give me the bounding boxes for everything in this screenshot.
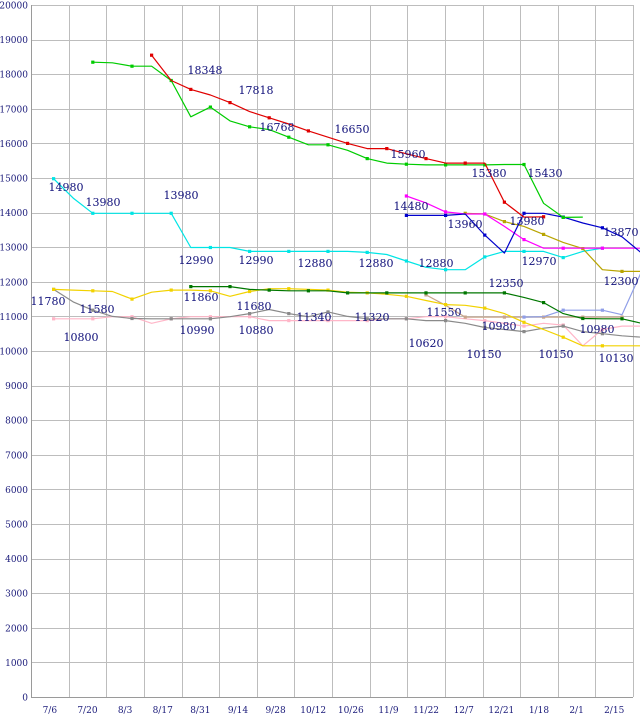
svg-text:16650: 16650	[335, 123, 370, 136]
svg-text:9/28: 9/28	[265, 706, 285, 716]
svg-text:1/18: 1/18	[529, 706, 549, 716]
series-magenta	[404, 194, 640, 250]
svg-text:18000: 18000	[0, 71, 28, 81]
svg-text:5000: 5000	[5, 521, 28, 531]
svg-text:12350: 12350	[489, 277, 524, 290]
svg-text:2000: 2000	[5, 624, 28, 634]
svg-text:14480: 14480	[394, 200, 429, 213]
svg-text:16768: 16768	[260, 121, 295, 134]
svg-text:11340: 11340	[297, 311, 332, 324]
series-pink	[52, 315, 640, 347]
svg-text:17818: 17818	[239, 84, 274, 97]
svg-text:14980: 14980	[49, 181, 84, 194]
svg-text:12990: 12990	[239, 254, 274, 267]
svg-text:15380: 15380	[472, 167, 507, 180]
svg-text:8000: 8000	[5, 417, 28, 427]
svg-text:10/12: 10/12	[300, 706, 326, 716]
axis-lines	[31, 5, 633, 698]
svg-text:7000: 7000	[5, 451, 28, 461]
svg-text:11680: 11680	[237, 300, 272, 313]
svg-text:10620: 10620	[409, 337, 444, 350]
svg-text:2/15: 2/15	[604, 706, 624, 716]
svg-text:15430: 15430	[528, 167, 563, 180]
svg-text:10130: 10130	[599, 352, 634, 365]
svg-text:11/9: 11/9	[378, 706, 398, 716]
svg-text:13980: 13980	[510, 215, 545, 228]
svg-text:7/6: 7/6	[43, 706, 58, 716]
svg-text:1000: 1000	[5, 659, 28, 669]
svg-text:11/22: 11/22	[413, 706, 439, 716]
series-cyan	[52, 177, 604, 272]
svg-text:11000: 11000	[0, 313, 28, 323]
svg-text:12300: 12300	[604, 275, 639, 288]
svg-text:7/20: 7/20	[77, 706, 97, 716]
svg-text:9/14: 9/14	[228, 706, 248, 716]
svg-text:11780: 11780	[31, 295, 66, 308]
svg-text:13960: 13960	[448, 218, 483, 231]
svg-text:10000: 10000	[0, 348, 28, 358]
svg-text:10150: 10150	[539, 348, 574, 361]
svg-text:11860: 11860	[184, 291, 219, 304]
svg-text:9000: 9000	[5, 382, 28, 392]
svg-text:10880: 10880	[239, 324, 274, 337]
svg-text:13000: 13000	[0, 244, 28, 254]
svg-text:13980: 13980	[86, 196, 121, 209]
svg-text:12880: 12880	[359, 257, 394, 270]
svg-text:4000: 4000	[5, 555, 28, 565]
svg-text:8/3: 8/3	[118, 706, 133, 716]
svg-text:16000: 16000	[0, 140, 28, 150]
x-axis-labels: 7/6 7/20 8/3 8/17 8/31 9/14 9/28 10/12 10/26 11/9…	[43, 706, 625, 716]
series-red	[150, 53, 546, 219]
svg-text:11580: 11580	[80, 303, 115, 316]
series-gray	[52, 287, 640, 338]
svg-text:6000: 6000	[5, 486, 28, 496]
svg-text:12970: 12970	[522, 255, 557, 268]
svg-text:15000: 15000	[0, 175, 28, 185]
svg-text:11550: 11550	[427, 306, 462, 319]
series-yellow	[52, 287, 640, 348]
svg-text:12880: 12880	[298, 257, 333, 270]
y-axis-labels: 0 1000 2000 3000 4000 5000 6000 7000 8000 9000 100…	[0, 2, 28, 704]
series-periwinkle	[522, 273, 640, 319]
svg-text:14000: 14000	[0, 209, 28, 219]
svg-text:10150: 10150	[467, 348, 502, 361]
svg-text:18348: 18348	[188, 64, 223, 77]
svg-text:10980: 10980	[580, 323, 615, 336]
svg-text:15960: 15960	[391, 148, 426, 161]
series-darkgreen	[189, 285, 640, 324]
svg-text:8/31: 8/31	[190, 706, 210, 716]
svg-text:13980: 13980	[164, 189, 199, 202]
svg-text:10800: 10800	[64, 331, 99, 344]
svg-text:10/26: 10/26	[338, 706, 364, 716]
svg-text:12/21: 12/21	[488, 706, 514, 716]
svg-text:0: 0	[22, 694, 28, 704]
svg-text:11320: 11320	[355, 311, 390, 324]
svg-text:3000: 3000	[5, 590, 28, 600]
svg-text:12880: 12880	[419, 257, 454, 270]
svg-text:13870: 13870	[604, 226, 639, 239]
svg-text:12990: 12990	[179, 254, 214, 267]
svg-text:12/7: 12/7	[454, 706, 474, 716]
svg-text:2/1: 2/1	[569, 706, 583, 716]
svg-text:10980: 10980	[482, 320, 517, 333]
svg-text:12000: 12000	[0, 278, 28, 288]
svg-text:20000: 20000	[0, 2, 28, 12]
data-point-labels: 18348 17818 16768 16650 15960 15380 15430 13870…	[31, 64, 639, 365]
svg-text:10990: 10990	[180, 324, 215, 337]
svg-text:19000: 19000	[0, 36, 28, 46]
svg-text:17000: 17000	[0, 105, 28, 115]
svg-text:8/17: 8/17	[153, 706, 173, 716]
